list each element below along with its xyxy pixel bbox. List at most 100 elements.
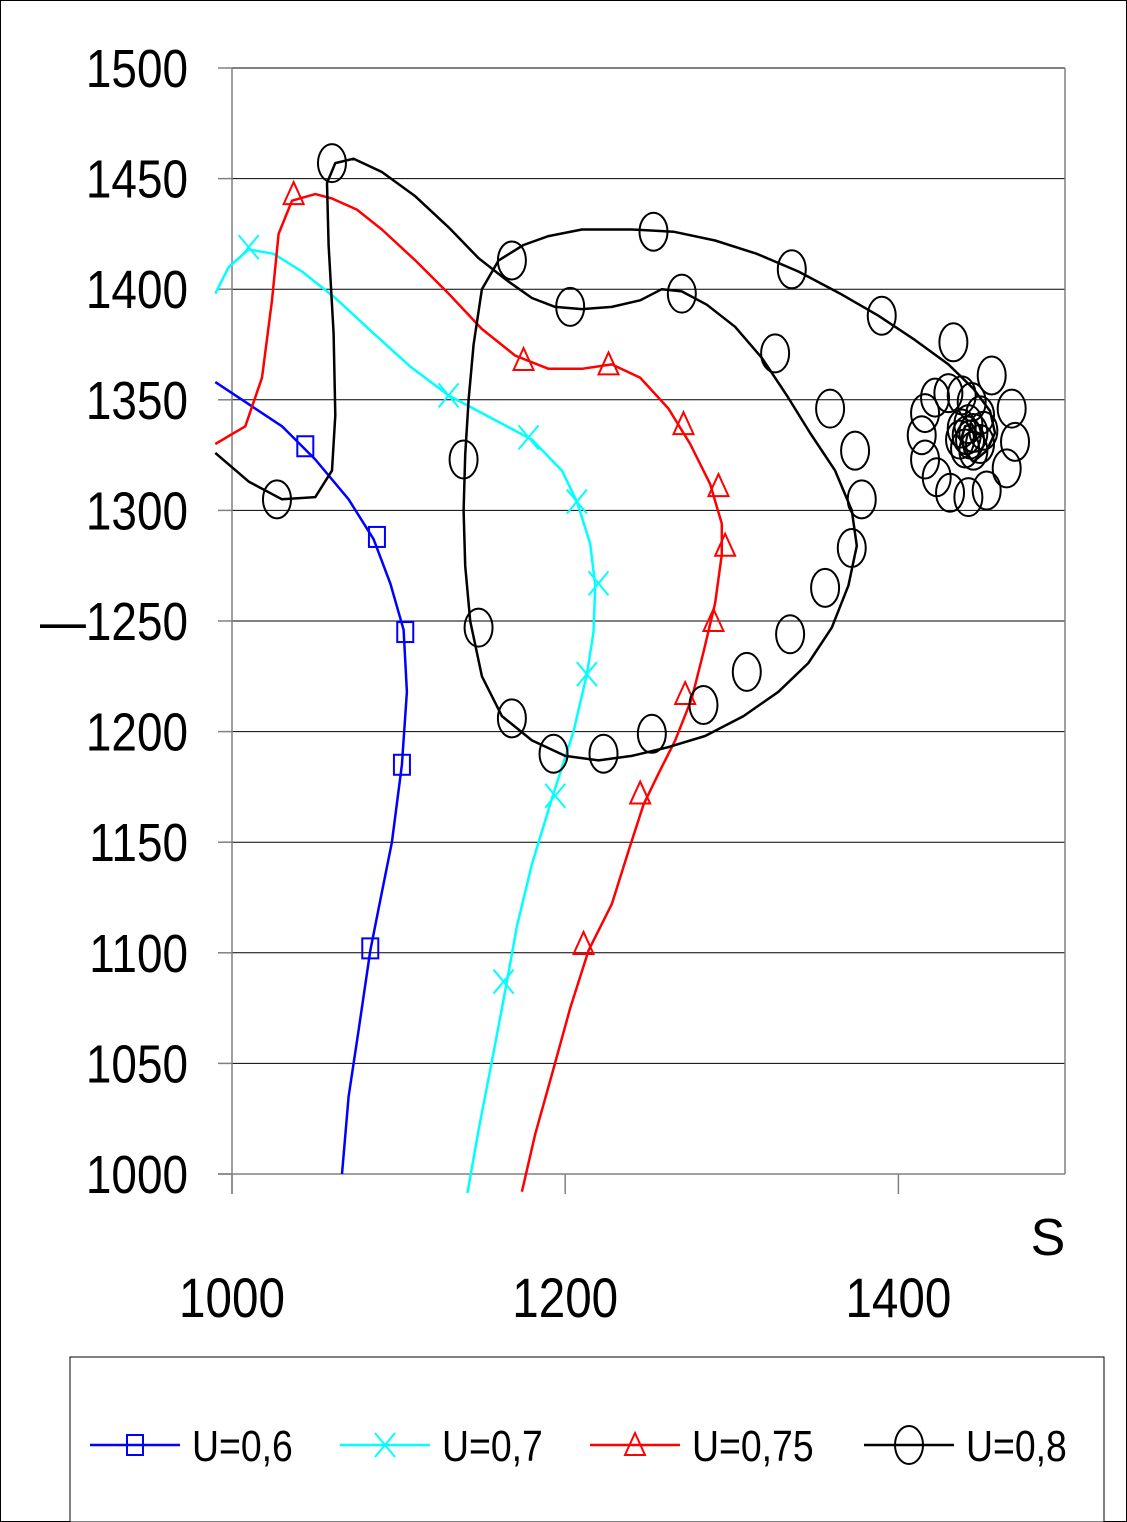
data-point (463, 607, 494, 648)
data-point (1000, 421, 1031, 462)
legend-label: U=0,6 (192, 1421, 293, 1471)
data-point (920, 377, 951, 418)
legend-marker-stroke (374, 1432, 396, 1458)
data-point (496, 698, 527, 739)
legend-label: U=0,8 (966, 1421, 1067, 1471)
data-point (921, 457, 952, 498)
data-point (237, 234, 260, 260)
legend-box (69, 1356, 1105, 1522)
y-tick-label: 1300 (86, 481, 188, 541)
data-point (991, 448, 1022, 489)
data-point (950, 428, 981, 469)
data-point (971, 470, 1002, 511)
y-tick-label: 1150 (89, 813, 188, 873)
x-axis-label: S (1031, 1209, 1066, 1267)
data-point (437, 382, 460, 409)
y-tick-label: 1450 (86, 149, 188, 209)
data-point (566, 488, 588, 515)
data-point (910, 393, 941, 434)
data-point (396, 621, 415, 644)
data-point (496, 240, 527, 281)
data-point (840, 430, 871, 471)
legend-entry: U=0,75 (590, 1421, 814, 1471)
data-point (836, 528, 867, 569)
data-point (636, 713, 667, 754)
y-tick-label: 1350 (86, 370, 188, 430)
data-point (367, 525, 386, 548)
data-point (261, 479, 292, 520)
data-point (866, 295, 897, 336)
axes (218, 67, 1066, 1194)
data-point-stroke (437, 382, 460, 409)
data-point (392, 753, 411, 776)
data-point (296, 435, 315, 458)
legend-marker (374, 1432, 396, 1458)
data-point (946, 408, 977, 449)
y-tick-label: 1000 (86, 1145, 188, 1205)
data-point (511, 345, 536, 371)
series-1 (214, 234, 610, 1193)
y-tick-label: —1250 (40, 592, 188, 652)
data-point (544, 783, 566, 809)
y-tick-label: 1200 (86, 702, 188, 762)
data-point (731, 651, 762, 692)
data-point (671, 409, 696, 436)
series-line (214, 157, 997, 762)
data-point (666, 273, 697, 314)
legend-marker (623, 1430, 647, 1456)
data-point (588, 733, 619, 774)
data-point (576, 661, 598, 687)
data-point (910, 439, 941, 480)
data-point (713, 531, 737, 557)
data-point (776, 249, 807, 290)
data-point (701, 606, 726, 632)
legend-entry: U=0,8 (864, 1421, 1067, 1471)
y-tick-label: 1500 (86, 39, 188, 99)
series-line (214, 381, 409, 1175)
data-point (673, 679, 697, 705)
data-point-stroke (576, 661, 598, 687)
data-point (638, 211, 669, 252)
data-point (688, 685, 719, 726)
legend-entry: U=0,7 (340, 1421, 543, 1471)
data-point (846, 479, 877, 520)
y-tick-label: 1100 (89, 923, 188, 983)
x-tick-label: 1200 (512, 1267, 618, 1329)
data-point-stroke (237, 234, 260, 260)
data-point (538, 733, 569, 774)
data-point (815, 388, 846, 429)
data-point (953, 477, 984, 518)
data-point (996, 388, 1027, 429)
data-point-stroke (517, 424, 540, 451)
data-point (596, 349, 621, 376)
legend-label: U=0,75 (692, 1421, 814, 1471)
data-point-stroke (587, 570, 610, 597)
legend-label: U=0,7 (442, 1421, 543, 1471)
data-point (938, 322, 969, 363)
series-0 (214, 381, 415, 1175)
data-point-stroke (566, 488, 588, 515)
data-point (517, 424, 540, 451)
data-point (492, 968, 515, 995)
series-3 (214, 143, 1031, 774)
data-point (448, 439, 479, 480)
series-2 (214, 179, 737, 1192)
data-point-stroke (492, 968, 515, 995)
tick-labels: 1000 1050 1100 1150 1200 —1250 1300 1350 1400 145… (40, 39, 951, 1330)
x-tick-label: 1000 (179, 1267, 285, 1329)
data-point (976, 355, 1007, 396)
data-point (933, 373, 964, 414)
data-point (361, 937, 380, 960)
series-layer (214, 143, 1031, 1193)
y-tick-label: 1400 (86, 260, 188, 320)
data-point (760, 333, 791, 374)
data-point (316, 143, 347, 184)
data-point (810, 567, 841, 608)
legend-marker (894, 1425, 924, 1465)
data-point (775, 614, 806, 655)
data-point (951, 415, 982, 456)
data-point (906, 415, 937, 456)
legend: U=0,6 U=0,7 U=0,75 U=0,8 (69, 1356, 1105, 1522)
